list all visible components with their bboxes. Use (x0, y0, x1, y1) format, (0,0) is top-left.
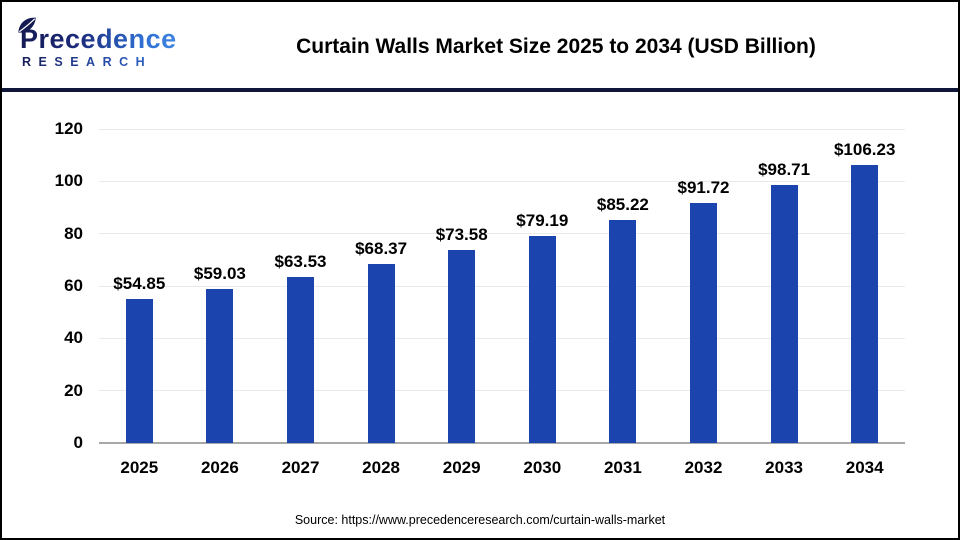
gridline (99, 337, 905, 339)
y-axis-label: 100 (54, 171, 83, 191)
bar-2027 (287, 276, 314, 443)
y-axis-label: 0 (73, 433, 83, 452)
x-axis-label: 2029 (442, 458, 481, 477)
bar-value-label: $91.72 (677, 177, 730, 197)
x-axis-label: 2025 (120, 458, 159, 477)
x-axis-label: 2027 (281, 458, 320, 477)
logo-wordmark: Precedence (20, 24, 177, 54)
bar-value-label: $73.58 (435, 225, 488, 245)
x-axis-line (99, 442, 905, 444)
gridline (99, 128, 905, 130)
x-axis-label: 2034 (845, 458, 884, 477)
bar-2025 (125, 299, 153, 443)
bar-value-label: $54.85 (113, 274, 166, 294)
x-axis-label: 2031 (603, 458, 642, 477)
bar-2028 (367, 264, 395, 443)
gridline (99, 390, 905, 392)
gridline (99, 180, 905, 182)
leaf-icon (18, 17, 36, 33)
y-axis-label: 80 (64, 223, 83, 243)
x-axis-label: 2028 (362, 458, 400, 477)
bar-2030 (528, 235, 556, 443)
bar-value-label: $79.19 (516, 210, 569, 230)
header: Precedence RESEARCH Curtain Walls Market… (2, 2, 958, 88)
source-text: Source: https://www.precedenceresearch.c… (294, 513, 666, 527)
bar-2029 (448, 250, 476, 443)
y-axis-label: 60 (64, 276, 83, 295)
bar-value-label: $98.71 (758, 159, 811, 179)
x-axis-label: 2030 (523, 458, 562, 477)
bar-2032 (690, 202, 717, 443)
gridline (99, 285, 905, 287)
y-axis-label: 20 (64, 380, 83, 400)
chart-title: Curtain Walls Market Size 2025 to 2034 (… (296, 35, 816, 58)
bar-value-label: $59.03 (193, 263, 246, 283)
y-axis-label: 120 (54, 119, 83, 138)
y-axis-label: 40 (64, 328, 83, 348)
x-axis-label: 2026 (200, 458, 239, 477)
bar-value-label: $68.37 (355, 239, 408, 259)
x-axis-label: 2033 (765, 458, 803, 477)
bar-2033 (770, 184, 798, 443)
bar-2031 (609, 220, 637, 443)
header-divider (2, 88, 958, 92)
logo-subtext: RESEARCH (18, 55, 178, 69)
bar-value-label: $63.53 (274, 251, 327, 271)
bar-value-label: $106.23 (833, 140, 896, 160)
x-axis-label: 2032 (684, 458, 723, 477)
bar-2034 (851, 165, 879, 443)
bar-2026 (206, 288, 234, 443)
bar-value-label: $85.22 (596, 195, 649, 214)
precedence-research-logo: Precedence RESEARCH (18, 17, 178, 69)
gridline (99, 233, 905, 235)
